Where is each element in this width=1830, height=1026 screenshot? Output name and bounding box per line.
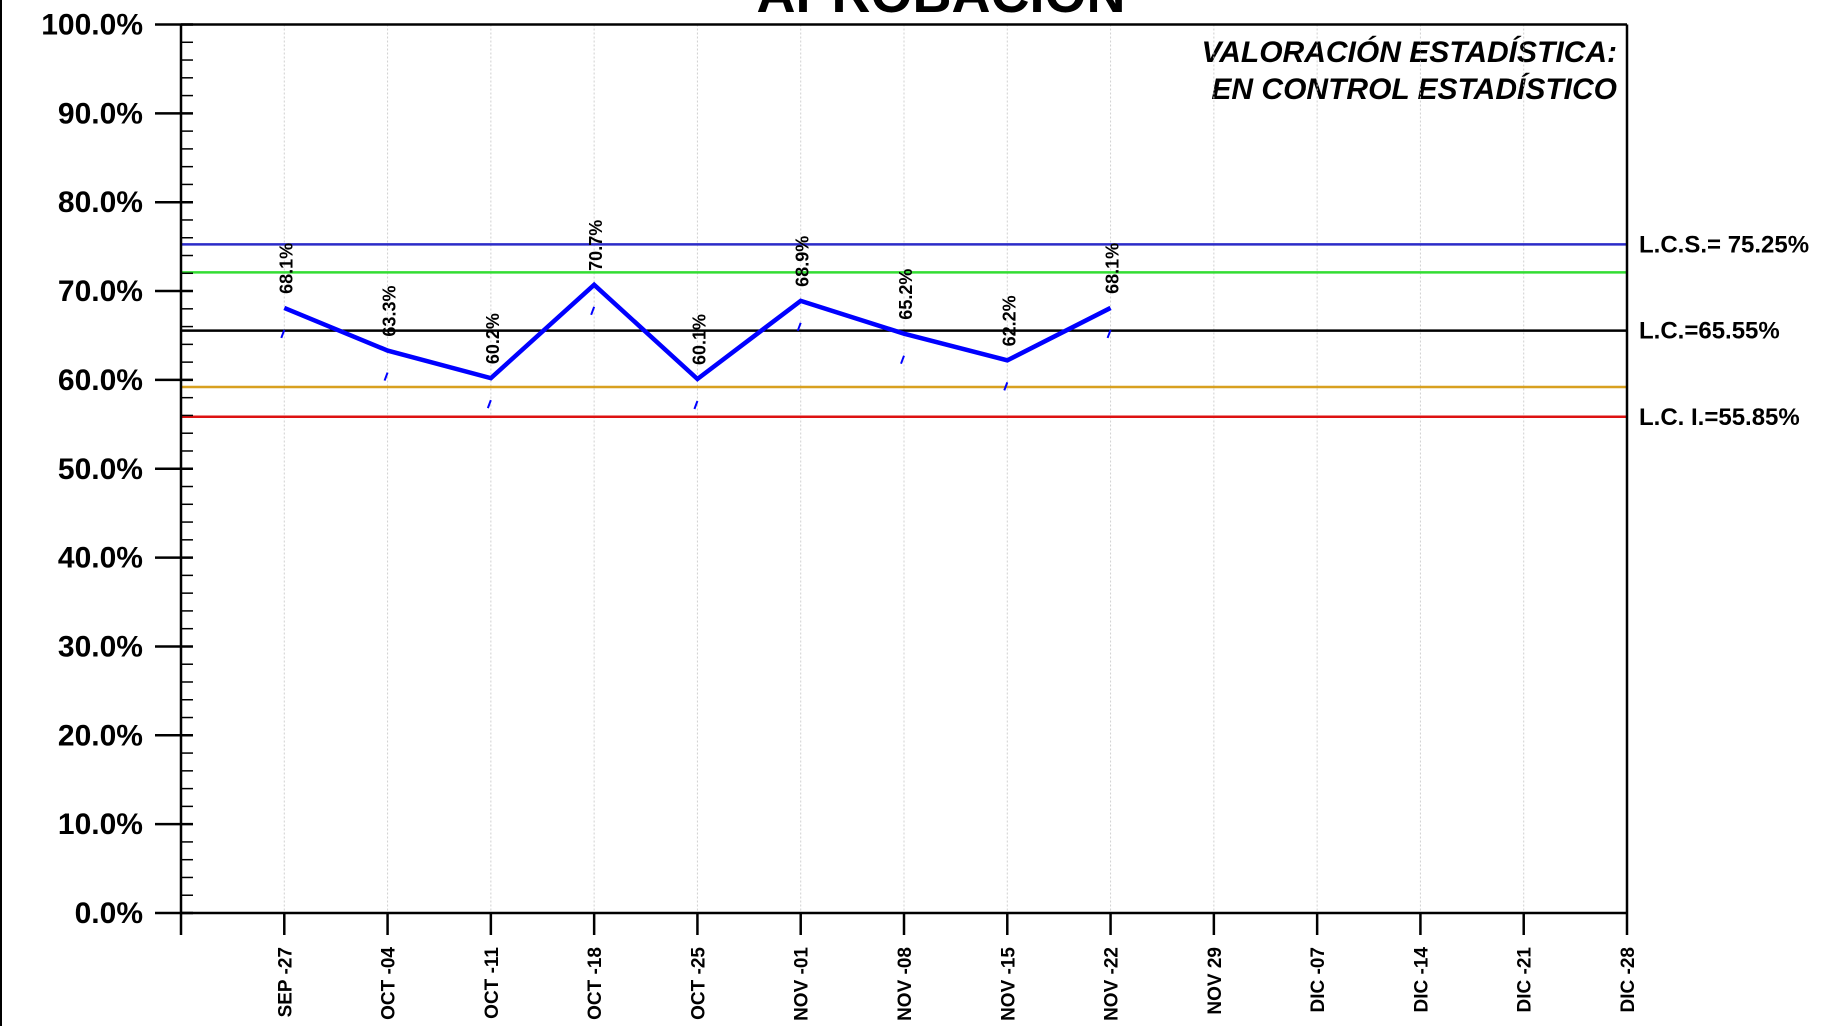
point-tick [486,399,492,409]
point-tick [693,400,699,410]
data-label: 63.3% [380,286,400,337]
x-tick-label: OCT -25 [688,947,709,1020]
point-tick [1003,382,1009,391]
x-tick-label: SEP -27 [275,947,296,1017]
data-label: 60.2% [483,313,503,364]
y-tick-label: 60.0% [58,364,143,397]
data-label: 68.1% [1103,243,1123,294]
y-tick-label: 30.0% [58,630,143,663]
x-tick-label: NOV -15 [998,947,1019,1021]
x-tick-label: NOV 29 [1205,947,1226,1015]
x-tick-label: NOV -01 [792,947,813,1021]
y-tick-label: 0.0% [75,897,143,930]
y-tick-label: 20.0% [58,719,143,752]
point-tick [796,322,802,332]
data-label: 62.2% [999,295,1019,346]
data-label: 70.7% [586,220,606,271]
y-tick-label: 90.0% [58,97,143,130]
data-line [283,281,1112,382]
data-label: 60.1% [689,314,709,365]
point-tick [590,306,596,316]
limit-label: L.C.=65.55% [1639,318,1780,345]
limit-label: L.C. I.=55.85% [1639,404,1800,431]
x-tick-label: OCT -18 [585,947,606,1020]
annotation: VALORACIÓN ESTADÍSTICA: [1201,35,1617,69]
point-tick [1106,329,1112,339]
data-label: 68.9% [793,236,813,287]
annotation: EN CONTROL ESTADÍSTICO [1211,72,1617,106]
x-tick-label: OCT -11 [482,947,503,1019]
x-tick-label: DIC -28 [1618,947,1639,1012]
x-tick-label: OCT -04 [379,947,400,1020]
limit-label: L.C.S.= 75.25% [1639,231,1809,258]
point-tick [900,355,905,365]
y-tick-label: 70.0% [58,275,143,308]
y-tick-label: 80.0% [58,186,143,219]
data-label: 68.1% [276,243,296,294]
y-tick-label: 50.0% [58,453,143,486]
x-tick-label: DIC -07 [1308,947,1329,1012]
x-tick-label: NOV -08 [895,947,916,1021]
chart-title: APROBACIÓN [756,0,1125,24]
point-tick [383,372,389,381]
point-tick [280,329,286,339]
x-tick-label: DIC -14 [1411,947,1432,1013]
y-tick-label: 10.0% [58,808,143,841]
y-tick-label: 100.0% [41,9,143,42]
y-tick-label: 40.0% [58,542,143,575]
x-tick-label: NOV -22 [1102,947,1123,1021]
data-label: 65.2% [896,269,916,320]
x-tick-label: DIC -21 [1515,947,1536,1013]
